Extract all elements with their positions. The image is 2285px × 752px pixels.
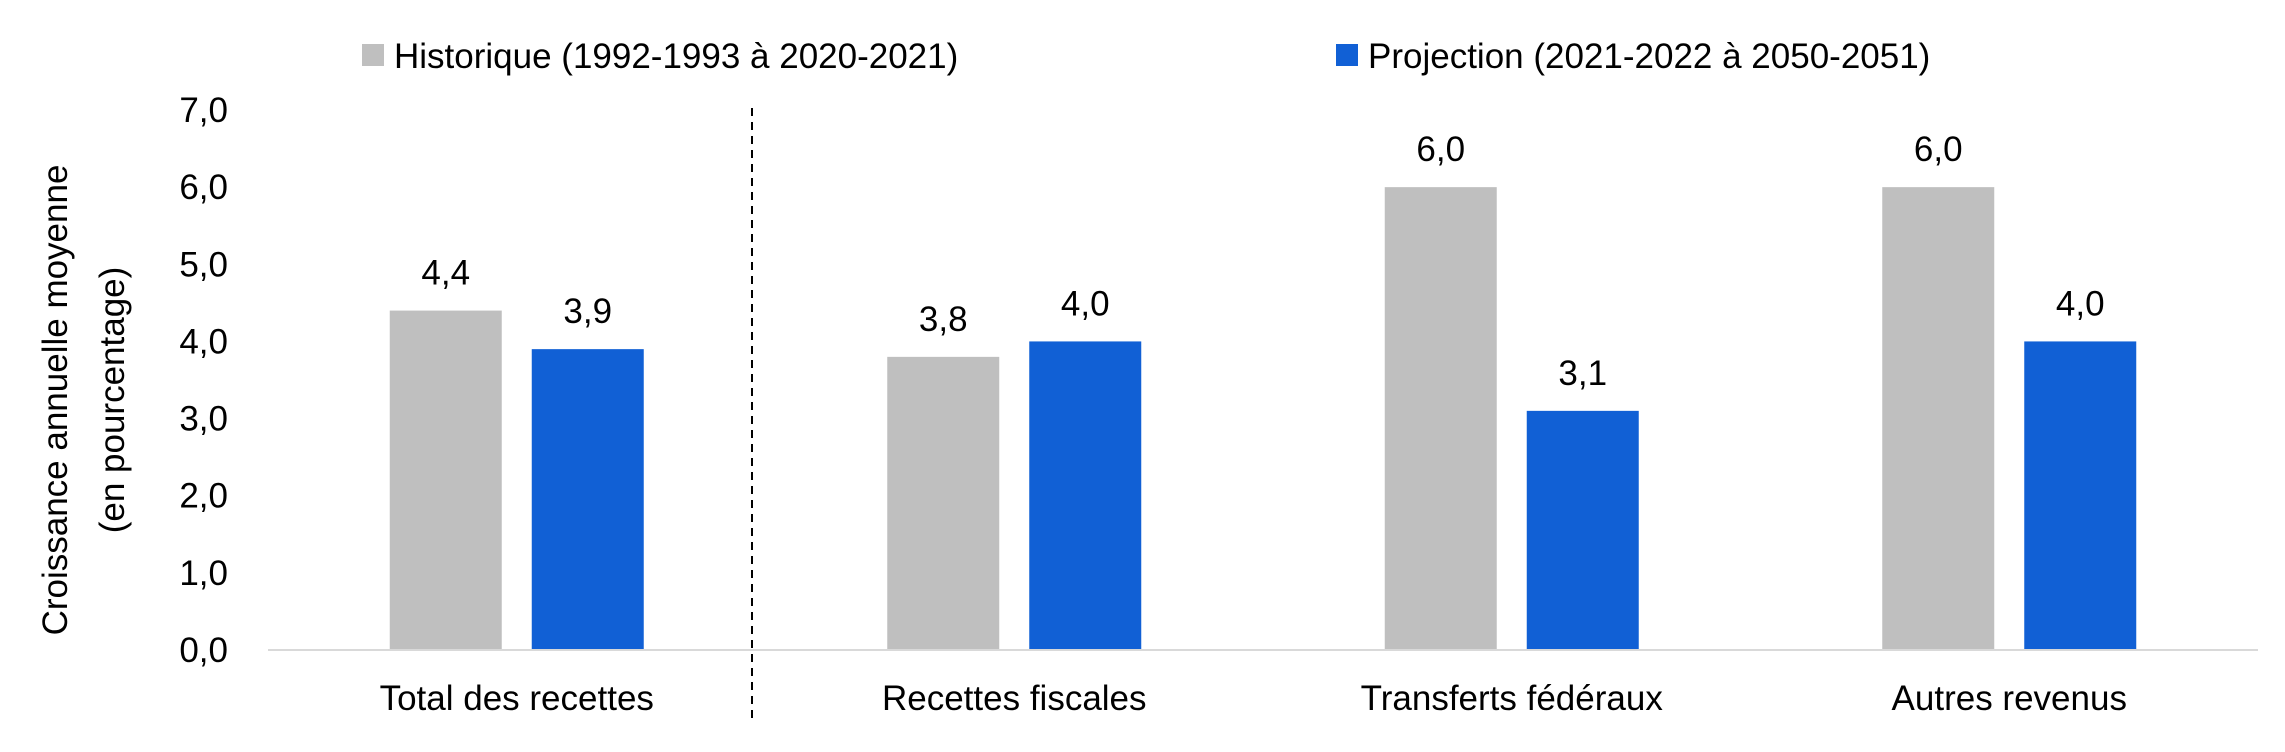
- data-label: 4,4: [421, 254, 470, 293]
- bar-total-des-recettes-projection: [531, 349, 644, 650]
- y-tick-label: 2,0: [179, 477, 228, 516]
- legend-label-projection: Projection (2021-2022 à 2050-2051): [1368, 37, 1930, 76]
- bar-total-des-recettes-historique: [389, 310, 502, 650]
- bar-autres-revenus-projection: [2024, 341, 2137, 650]
- y-tick-label: 6,0: [179, 168, 228, 207]
- data-label: 4,0: [2056, 284, 2105, 323]
- bars: [389, 187, 2137, 650]
- legend-swatch-historique: [362, 44, 384, 66]
- data-labels: 4,4 3,9 3,8 4,0 6,0 3,1 6,0 4,0: [421, 130, 2104, 393]
- data-label: 6,0: [1416, 130, 1465, 169]
- y-axis-title: Croissance annuelle moyenne (en pourcent…: [36, 165, 132, 636]
- legend-swatch-projection: [1336, 44, 1358, 66]
- y-axis-ticks: 0,0 1,0 2,0 3,0 4,0 5,0 6,0 7,0: [179, 91, 228, 670]
- data-label: 6,0: [1914, 130, 1963, 169]
- bar-transferts-federaux-projection: [1526, 410, 1639, 650]
- data-label: 3,9: [563, 292, 612, 331]
- legend: Historique (1992-1993 à 2020-2021) Proje…: [362, 37, 1930, 76]
- x-axis-labels: Total des recettes Recettes fiscales Trans…: [380, 679, 2127, 718]
- bar-transferts-federaux-historique: [1384, 187, 1497, 650]
- x-category-label: Autres revenus: [1892, 679, 2127, 718]
- y-tick-label: 5,0: [179, 245, 228, 284]
- data-label: 4,0: [1061, 284, 1110, 323]
- y-tick-label: 1,0: [179, 554, 228, 593]
- y-axis-title-line-1: Croissance annuelle moyenne: [36, 165, 75, 636]
- x-category-label: Transferts fédéraux: [1361, 679, 1664, 718]
- y-tick-label: 0,0: [179, 631, 228, 670]
- y-tick-label: 3,0: [179, 400, 228, 439]
- x-category-label: Total des recettes: [380, 679, 654, 718]
- bar-recettes-fiscales-projection: [1029, 341, 1142, 650]
- legend-label-historique: Historique (1992-1993 à 2020-2021): [394, 37, 958, 76]
- y-tick-label: 7,0: [179, 91, 228, 130]
- y-axis-title-line-2: (en pourcentage): [93, 267, 132, 534]
- x-category-label: Recettes fiscales: [882, 679, 1147, 718]
- bar-autres-revenus-historique: [1882, 187, 1995, 650]
- data-label: 3,1: [1558, 354, 1607, 393]
- bar-recettes-fiscales-historique: [887, 356, 1000, 650]
- y-tick-label: 4,0: [179, 322, 228, 361]
- data-label: 3,8: [919, 300, 968, 339]
